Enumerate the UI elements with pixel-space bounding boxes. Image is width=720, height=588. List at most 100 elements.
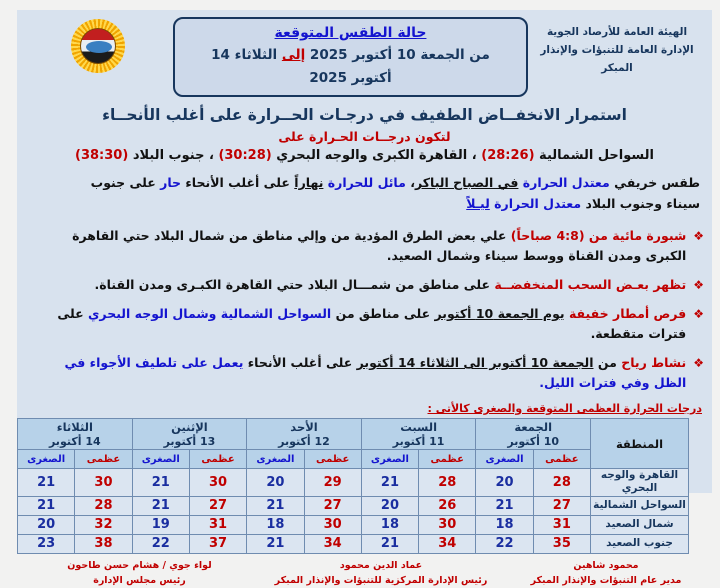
cloud-icon	[86, 41, 112, 53]
text-segment: مائل للحرارة	[323, 175, 406, 191]
sun-emblem-icon	[71, 19, 125, 73]
text-segment: (30:28)	[218, 148, 272, 164]
text-segment: على أغلب الأنحاء	[181, 175, 295, 191]
text-segment: طقس خريفي	[609, 175, 700, 191]
min-temp-value: 20	[475, 468, 534, 497]
table-subheader-row: عظمى الصغرى عظمى الصغرى عظمى الصغرى عظمى الصغرى…	[16, 449, 689, 470]
diamond-bullet-icon: ❖	[693, 277, 704, 292]
max-temp-value: 28	[74, 495, 133, 516]
text-segment: فرص أمطار خفيفة	[564, 305, 687, 321]
table-row: القاهرة والوجه البحري 28 20 28 21 29 20 30 21 30 2…	[16, 468, 689, 497]
max-temp-header: عظمى	[532, 449, 592, 470]
text-segment: علي بعض الطرق المؤدية من وإلي مناطق من ش…	[72, 227, 687, 263]
region-column-header: المنطقة	[590, 417, 689, 470]
signatory-name: محمود شاهين	[573, 559, 639, 571]
min-temp-header: الصغرى	[360, 449, 420, 470]
diamond-bullet-icon: ❖	[693, 355, 704, 370]
text-segment: ،	[405, 175, 415, 191]
signatures-footer: محمود شاهين مدير عام التنبؤات والإنذار ا…	[23, 557, 706, 588]
min-temp-value: 21	[475, 495, 534, 516]
temperature-table: المنطقة الجمعة 10 أكتوبر السبت 11 أكتوبر الأح…	[16, 417, 689, 554]
day-date: 12 أكتوبر	[278, 435, 330, 448]
text-segment: الجمعة 10 أكتوبر الى الثلاثاء 14 أكتوبر	[356, 354, 594, 370]
max-temp-header: عظمى	[418, 449, 477, 470]
table-caption: درجات الحرارة العظمى المتوقعة والصغرى كا…	[427, 401, 703, 415]
temperature-table-head: المنطقة الجمعة 10 أكتوبر السبت 11 أكتوبر الأح…	[16, 417, 689, 470]
max-temp-value: 27	[303, 495, 362, 516]
day-name: الجمعة	[514, 419, 553, 434]
text-segment: شبورة مائية من (4:8 صباحاً)	[510, 227, 687, 243]
text-segment: على أغلب الأنحاء	[243, 354, 357, 370]
main-headline: استمرار الانخفــاض الطفيف في درجـات الحـ…	[102, 106, 627, 125]
bullet-text: فرص أمطار خفيفة يوم الجمعة 10 أكتوبر على…	[37, 304, 686, 344]
min-temp-value: 20	[16, 514, 76, 535]
day-column-header: الأحد 12 أكتوبر	[246, 417, 362, 451]
min-temp-value: 21	[131, 495, 190, 516]
max-temp-value: 32	[74, 514, 133, 535]
region-name: شمال الصعيد	[590, 514, 689, 535]
text-segment: ، القاهرة الكبرى والوجه البحري	[271, 148, 482, 164]
max-temp-value: 29	[303, 468, 362, 497]
min-temp-header: الصغرى	[16, 449, 76, 470]
day-date: 14 أكتوبر	[48, 435, 101, 448]
day-name: الأحد	[290, 419, 318, 434]
max-temp-value: 30	[74, 468, 133, 497]
text-segment: معتدل الحرارة	[518, 175, 610, 191]
max-temp-header: عظمى	[188, 449, 248, 470]
title-box: حالة الطقس المتوقعة من الجمعة 10 أكتوبر …	[173, 17, 528, 98]
text-segment: من الجمعة 10 أكتوبر 2025	[305, 47, 490, 64]
max-temp-value: 31	[532, 514, 592, 535]
min-temp-value: 21	[360, 533, 420, 554]
max-temp-value: 28	[418, 468, 477, 497]
region-name: جنوب الصعيد	[590, 533, 689, 554]
max-temp-value: 31	[188, 514, 248, 535]
min-temp-value: 19	[131, 514, 190, 535]
bulletin-date-range: من الجمعة 10 أكتوبر 2025 إلى الثلاثاء 14…	[191, 44, 510, 90]
org-line2: الإدارة العامة للتنبؤات والإنذار المبكر	[540, 43, 694, 74]
text-segment: نشاط رياح	[621, 354, 687, 370]
list-item: ❖ نشاط رياح من الجمعة 10 أكتوبر الى الثل…	[37, 353, 705, 393]
table-header-row: المنطقة الجمعة 10 أكتوبر السبت 11 أكتوبر الأح…	[17, 417, 689, 470]
min-temp-value: 20	[246, 468, 305, 497]
flag-emblem-icon	[80, 28, 116, 64]
day-date: 11 أكتوبر	[392, 435, 445, 448]
org-line1: الهيئة العامة للأرصاد الجوية	[546, 26, 688, 38]
text-segment: على مناطق من	[331, 305, 435, 321]
text-segment: يوم الجمعة 10 أكتوبر	[434, 305, 565, 321]
signature-block: لواء جوي / هشام حسن طاحون رئيس مجلس الإد…	[23, 558, 256, 588]
signatory-title: مدير عام التنبؤات والإنذار المبكر	[530, 574, 682, 586]
day-date: 13 أكتوبر	[163, 435, 216, 448]
text-segment: في الصباح الباكر	[414, 175, 519, 191]
signature-block: عماد الدين محمود رئيس الإدارة المركزية ل…	[256, 558, 506, 588]
min-temp-value: 22	[475, 533, 534, 554]
max-temp-value: 28	[532, 468, 592, 497]
text-segment: على جنوب سيناء وجنوب البلاد	[90, 175, 700, 211]
text-segment: (28:26)	[481, 148, 535, 164]
max-temp-value: 30	[418, 514, 477, 535]
signatory-title: رئيس مجلس الإدارة	[93, 574, 186, 586]
table-row: شمال الصعيد 31 18 30 18 30 18 31 19 32 20	[16, 514, 689, 535]
text-segment: حار	[160, 175, 182, 191]
day-column-header: الجمعة 10 أكتوبر	[475, 417, 591, 451]
text-segment: ، جنوب البلاد	[128, 148, 219, 164]
weather-bulletin-page: الهيئة العامة للأرصاد الجوية الإدارة الع…	[16, 10, 712, 586]
text-segment: السواحل الشمالية	[534, 148, 654, 164]
min-temp-value: 21	[131, 468, 190, 497]
max-temp-value: 34	[303, 533, 362, 554]
min-temp-value: 21	[246, 495, 305, 516]
header: الهيئة العامة للأرصاد الجوية الإدارة الع…	[23, 15, 706, 98]
text-segment: (38:30)	[75, 148, 129, 164]
diamond-bullet-icon: ❖	[693, 228, 704, 243]
min-temp-value: 20	[360, 495, 420, 516]
weather-notes-list: ❖ شبورة مائية من (4:8 صباحاً) علي بعض ال…	[37, 226, 704, 393]
min-temp-value: 21	[360, 468, 420, 497]
max-temp-value: 30	[303, 514, 362, 535]
list-item: ❖ تظهر بعـض السحب المنخفضــة على مناطق م…	[37, 275, 704, 295]
day-column-header: السبت 11 أكتوبر	[360, 417, 477, 451]
min-temp-value: 21	[16, 495, 76, 516]
min-temp-value: 18	[360, 514, 420, 535]
day-name: الثلاثاء	[56, 419, 93, 434]
day-name: الإثنين	[171, 419, 208, 434]
region-name: القاهرة والوجه البحري	[590, 468, 689, 497]
bullet-text: نشاط رياح من الجمعة 10 أكتوبر الى الثلاث…	[37, 353, 687, 393]
